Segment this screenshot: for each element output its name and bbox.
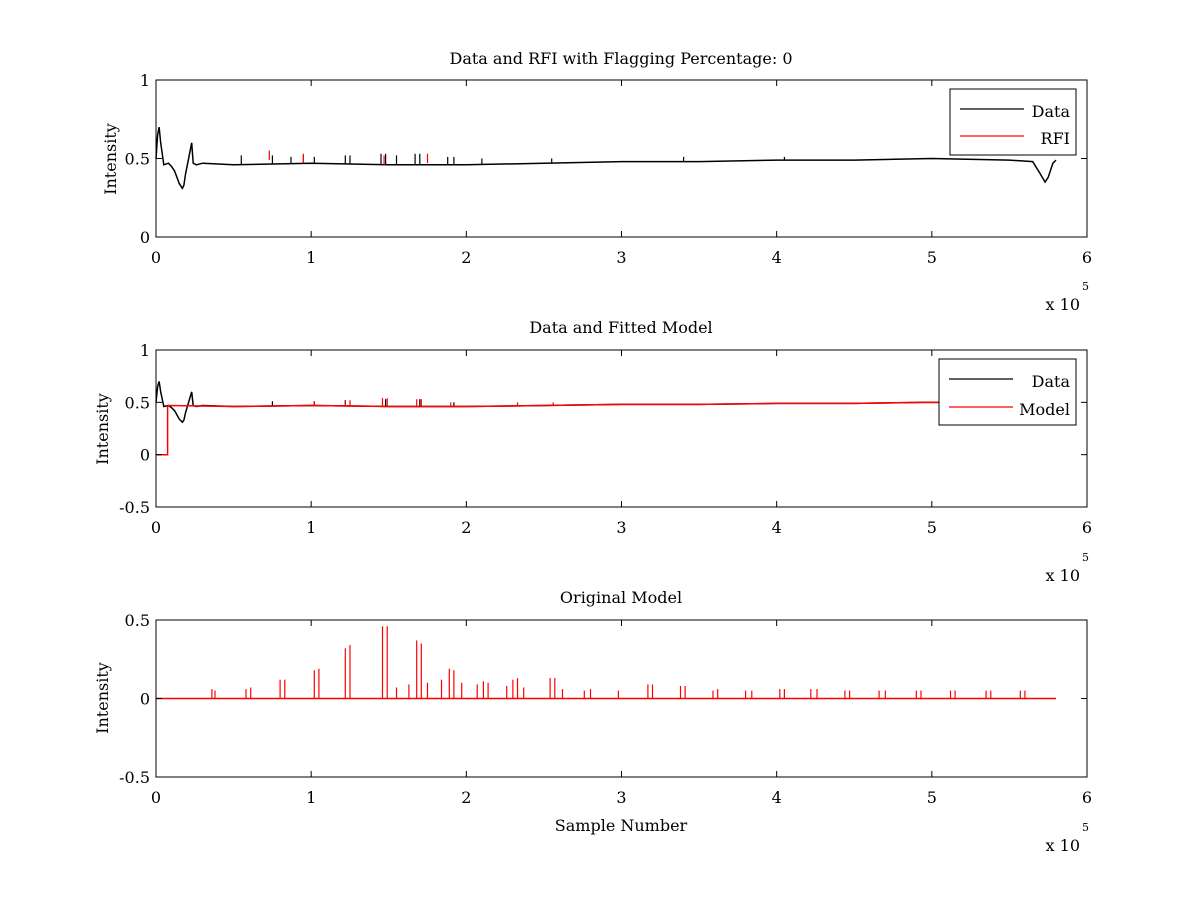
x-tick-label: 5 [927, 518, 937, 537]
x-exponent: 5 [1082, 821, 1089, 834]
x-tick-label: 1 [306, 518, 316, 537]
x-tick-label: 3 [616, 518, 626, 537]
legend-box [938, 358, 1077, 426]
plot-area [156, 626, 1056, 700]
x-exponent-label: x 10 [1046, 295, 1080, 314]
x-tick-label: 3 [616, 248, 626, 267]
x-tick-label: 4 [772, 518, 782, 537]
x-tick-label: 3 [616, 788, 626, 807]
y-tick-label: -0.5 [119, 768, 150, 787]
legend-box [949, 88, 1077, 156]
x-exponent: 5 [1082, 551, 1089, 564]
panel-data-rfi: Data and RFI with Flagging Percentage: 0… [101, 49, 1092, 314]
y-tick-label: 0.5 [125, 393, 150, 412]
y-axis-label: Intensity [101, 123, 120, 195]
x-tick-label: 2 [461, 518, 471, 537]
legend-label: RFI [1041, 129, 1070, 148]
x-tick-label: 2 [461, 248, 471, 267]
panel-title: Data and Fitted Model [529, 318, 712, 337]
y-tick-label: 0 [140, 446, 150, 465]
x-tick-label: 1 [306, 788, 316, 807]
legend-label: Data [1032, 102, 1071, 121]
y-tick-label: 1 [140, 341, 150, 360]
panel-title: Original Model [560, 588, 682, 607]
x-tick-label: 6 [1082, 518, 1092, 537]
panel-data-fitted-model: Data and Fitted Model Intensity x 10 5 0… [93, 318, 1092, 585]
y-axis-label: Intensity [93, 393, 112, 465]
x-axis-label: Sample Number [555, 816, 688, 835]
legend-label: Model [1019, 400, 1070, 419]
x-tick-label: 2 [461, 788, 471, 807]
plot-area [155, 126, 1057, 190]
y-tick-label: -0.5 [119, 498, 150, 517]
panel-original-model: Original Model Intensity Sample Number x… [93, 588, 1092, 855]
x-tick-label: 5 [927, 788, 937, 807]
x-tick-label: 6 [1082, 788, 1092, 807]
series-line-data [155, 126, 1057, 190]
x-tick-label: 4 [772, 788, 782, 807]
x-tick-label: 1 [306, 248, 316, 267]
legend: Data Model [938, 358, 1077, 426]
plot-area [155, 381, 1056, 456]
x-tick-label: 0 [151, 518, 161, 537]
x-tick-label: 0 [151, 788, 161, 807]
y-axis-label: Intensity [93, 662, 112, 734]
legend-label: Data [1032, 372, 1071, 391]
x-exponent-label: x 10 [1046, 566, 1080, 585]
y-tick-label: 1 [140, 71, 150, 90]
y-tick-label: 0 [140, 228, 150, 247]
x-exponent-label: x 10 [1046, 836, 1080, 855]
y-tick-label: 0.5 [125, 150, 150, 169]
x-tick-label: 5 [927, 248, 937, 267]
x-tick-label: 0 [151, 248, 161, 267]
legend: Data RFI [949, 88, 1077, 156]
x-exponent: 5 [1082, 280, 1089, 293]
y-tick-label: 0 [140, 690, 150, 709]
series-line-model [156, 401, 1056, 456]
y-tick-label: 0.5 [125, 611, 150, 630]
panel-title: Data and RFI with Flagging Percentage: 0 [449, 49, 792, 68]
x-tick-label: 4 [772, 248, 782, 267]
x-tick-label: 6 [1082, 248, 1092, 267]
